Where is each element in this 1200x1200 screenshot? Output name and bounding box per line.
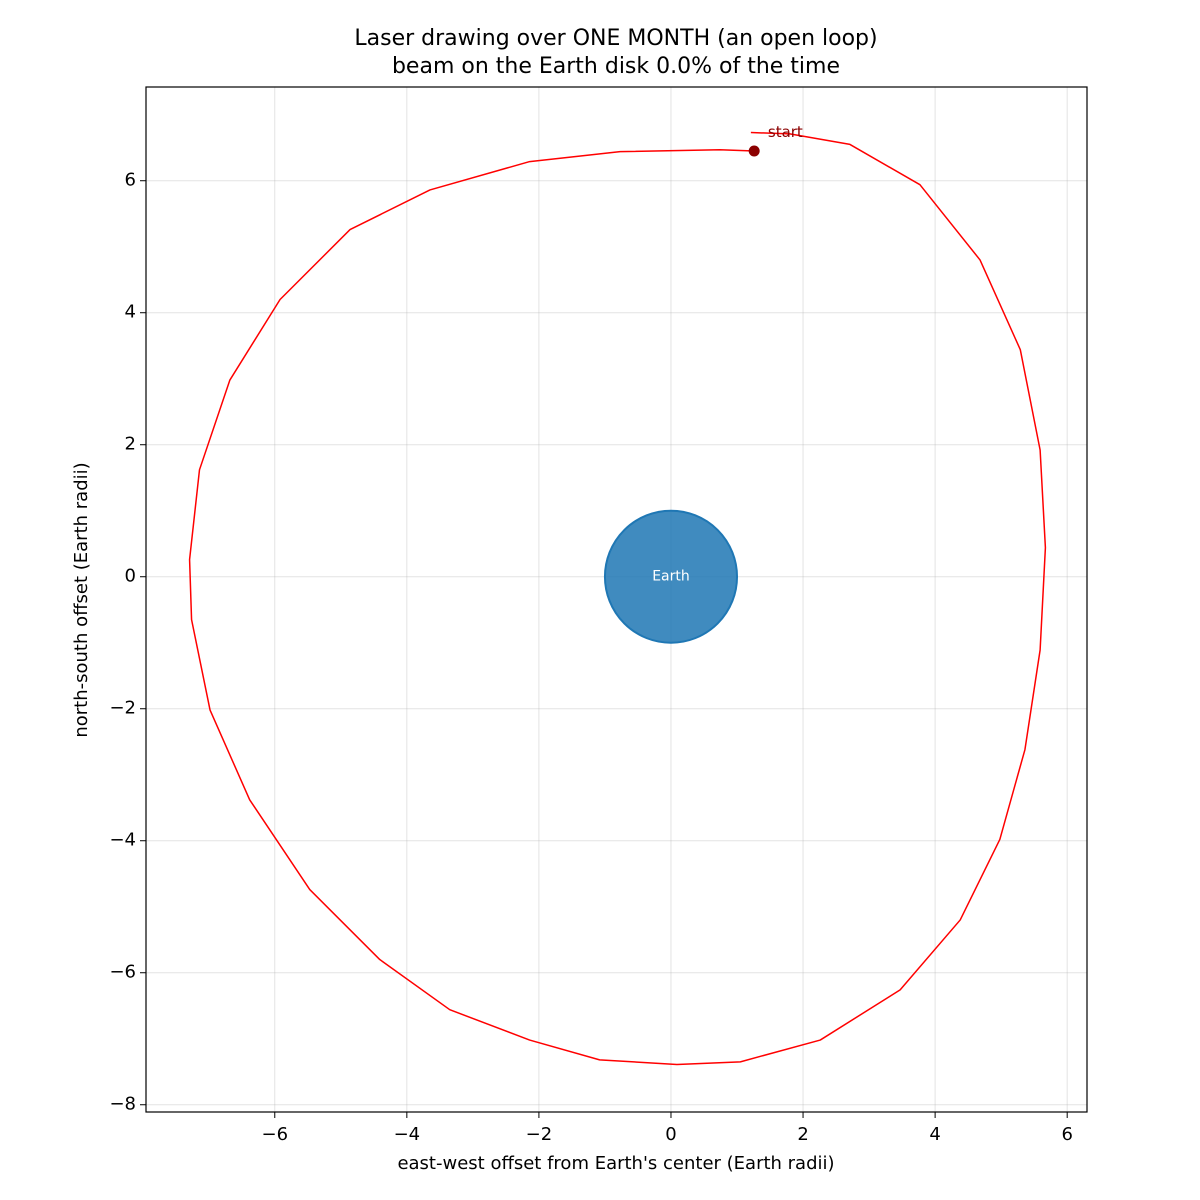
y-tick-label: −6 — [109, 962, 136, 983]
x-tick-label: 6 — [1061, 1124, 1072, 1145]
y-tick-label: 6 — [125, 170, 136, 191]
plot-frame — [145, 86, 1088, 1113]
y-axis-label: north-south offset (Earth radii) — [71, 462, 92, 737]
x-tick-label: 0 — [665, 1124, 676, 1145]
earth-label: Earth — [652, 569, 690, 585]
x-tick-label: −4 — [394, 1124, 421, 1145]
chart-subtitle: beam on the Earth disk 0.0% of the time — [392, 54, 840, 79]
y-tick-label: −8 — [109, 1094, 136, 1115]
y-tick-label: 0 — [125, 566, 136, 587]
y-tick-label: −4 — [109, 830, 136, 851]
x-tick-label: −6 — [261, 1124, 288, 1145]
start-annotation: start — [768, 123, 803, 141]
y-tick-label: 4 — [125, 302, 136, 323]
x-tick-label: 2 — [797, 1124, 808, 1145]
y-tick-label: 2 — [125, 434, 136, 455]
x-axis-label: east-west offset from Earth's center (Ea… — [397, 1153, 834, 1174]
x-tick-label: 4 — [929, 1124, 940, 1145]
trace-line — [188, 131, 1047, 1066]
chart-title: Laser drawing over ONE MONTH (an open lo… — [354, 26, 877, 51]
end-marker — [748, 145, 760, 157]
x-tick-label: −2 — [526, 1124, 553, 1145]
earth-disk — [603, 509, 739, 644]
y-tick-label: −2 — [109, 698, 136, 719]
